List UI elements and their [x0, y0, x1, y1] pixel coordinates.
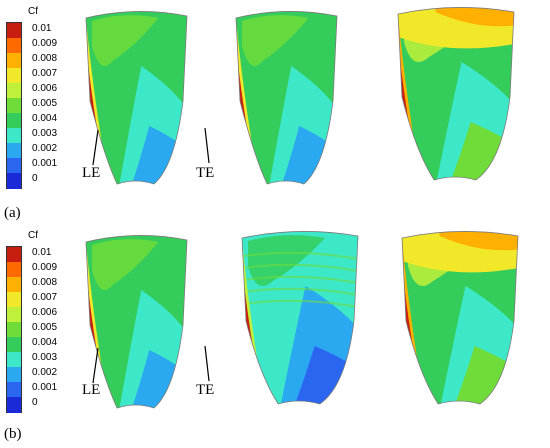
legend-title: Cf [28, 230, 38, 241]
leading-edge-band [398, 14, 420, 177]
blade-outline [85, 11, 188, 185]
contour-region [248, 235, 325, 286]
le-pointer-b [92, 347, 99, 384]
legend-tick-label: 0.008 [32, 53, 58, 64]
colorbar-swatch [7, 68, 21, 84]
colorbar-swatch [7, 307, 21, 323]
blade-contour-b3 [401, 231, 519, 405]
colorbar-swatch [7, 247, 21, 263]
legend-title: Cf [28, 6, 38, 17]
colorbar [6, 246, 22, 413]
blade-outline [241, 231, 359, 405]
legend-tick-label: 0.009 [32, 38, 58, 49]
colorbar-swatch [7, 173, 21, 189]
colorbar-swatch [7, 337, 21, 353]
legend-tick-label: 0.001 [32, 158, 58, 169]
colorbar-swatch [7, 367, 21, 383]
leading-edge-band [242, 238, 264, 401]
colorbar-swatch [7, 128, 21, 144]
blade-contour-a2 [235, 11, 338, 185]
legend-tick-label: 0.003 [32, 128, 58, 139]
colorbar-swatch [7, 23, 21, 39]
le-label-a: LE [82, 165, 101, 181]
contour-streak [243, 287, 358, 297]
te-label-a: TE [196, 165, 215, 181]
leading-edge-band [86, 242, 108, 405]
contour-region [242, 15, 309, 67]
colorbar-swatch [7, 262, 21, 278]
row-label-b: (b) [4, 426, 22, 442]
row-b: Cf 0.01 0.009 0.008 0.007 0.006 0.005 0.004 0.0… [0, 224, 550, 448]
leading-edge-band [242, 240, 256, 366]
le-label-b: LE [82, 382, 101, 398]
contour-streak [243, 299, 358, 309]
legend-tick-label: 0.006 [32, 83, 58, 94]
legend-tick-label: 0.004 [32, 113, 58, 124]
blade-contour-a1 [85, 11, 188, 185]
te-label-b: TE [196, 382, 215, 398]
colorbar-swatch [7, 397, 21, 413]
blade-outline [85, 235, 188, 409]
colorbar-swatch [7, 83, 21, 99]
colorbar-swatch [7, 158, 21, 174]
legend-tick-label: 0.006 [32, 307, 58, 318]
colorbar-swatch [7, 143, 21, 159]
leading-edge-band [86, 244, 100, 370]
row-label-a: (a) [4, 205, 21, 221]
legend-tick-label: 0.001 [32, 382, 58, 393]
colorbar-swatch [7, 53, 21, 69]
leading-edge-band [86, 18, 108, 181]
contour-streak [243, 263, 358, 273]
blade-outline [235, 11, 338, 185]
contour-streak [243, 275, 358, 285]
row-a: Cf 0.01 0.009 0.008 0.007 0.006 0.005 0.004 0.0… [4, 6, 515, 221]
legend-tick-label: 0.003 [32, 352, 58, 363]
legend-tick-label: 0.005 [32, 98, 58, 109]
contour-streak [243, 251, 358, 261]
colorbar-swatch [7, 292, 21, 308]
colorbar-swatch [7, 352, 21, 368]
le-pointer-a [92, 129, 99, 166]
legend-tick-label: 0.007 [32, 292, 58, 303]
legend-tick-label: 0.008 [32, 277, 58, 288]
legend-tick-label: 0.01 [32, 23, 52, 34]
blade-outline [401, 231, 519, 405]
colorbar-swatch [7, 382, 21, 398]
blade-contour-b2 [241, 231, 359, 405]
contour-region [92, 15, 159, 67]
blade-contour-b1 [85, 235, 188, 409]
blade-outline [397, 7, 515, 181]
leading-edge-band [402, 240, 416, 366]
legend-tick-label: 0.005 [32, 322, 58, 333]
colorbar-swatch [7, 98, 21, 114]
te-pointer-b [204, 345, 210, 382]
legend-tick-label: 0.007 [32, 68, 58, 79]
leading-edge-band [236, 20, 250, 146]
legend-tick-label: 0.01 [32, 247, 52, 258]
colorbar [6, 22, 22, 189]
legend-tick-label: 0 [32, 173, 38, 184]
legend-tick-label: 0.002 [32, 143, 58, 154]
leading-edge-band [236, 18, 258, 181]
legend-tick-label: 0.004 [32, 337, 58, 348]
legend-tick-label: 0.002 [32, 367, 58, 378]
leading-edge-band [86, 20, 100, 146]
colorbar-swatch [7, 38, 21, 54]
te-pointer-a [204, 127, 210, 164]
colorbar-swatch [7, 113, 21, 129]
leading-edge-band [398, 16, 412, 142]
contour-region [92, 239, 159, 290]
colorbar-swatch [7, 322, 21, 338]
colorbar-swatch [7, 277, 21, 293]
legend-tick-label: 0 [32, 397, 38, 408]
blade-contour-a3 [397, 7, 515, 181]
legend-tick-label: 0.009 [32, 262, 58, 273]
leading-edge-band [402, 238, 424, 401]
